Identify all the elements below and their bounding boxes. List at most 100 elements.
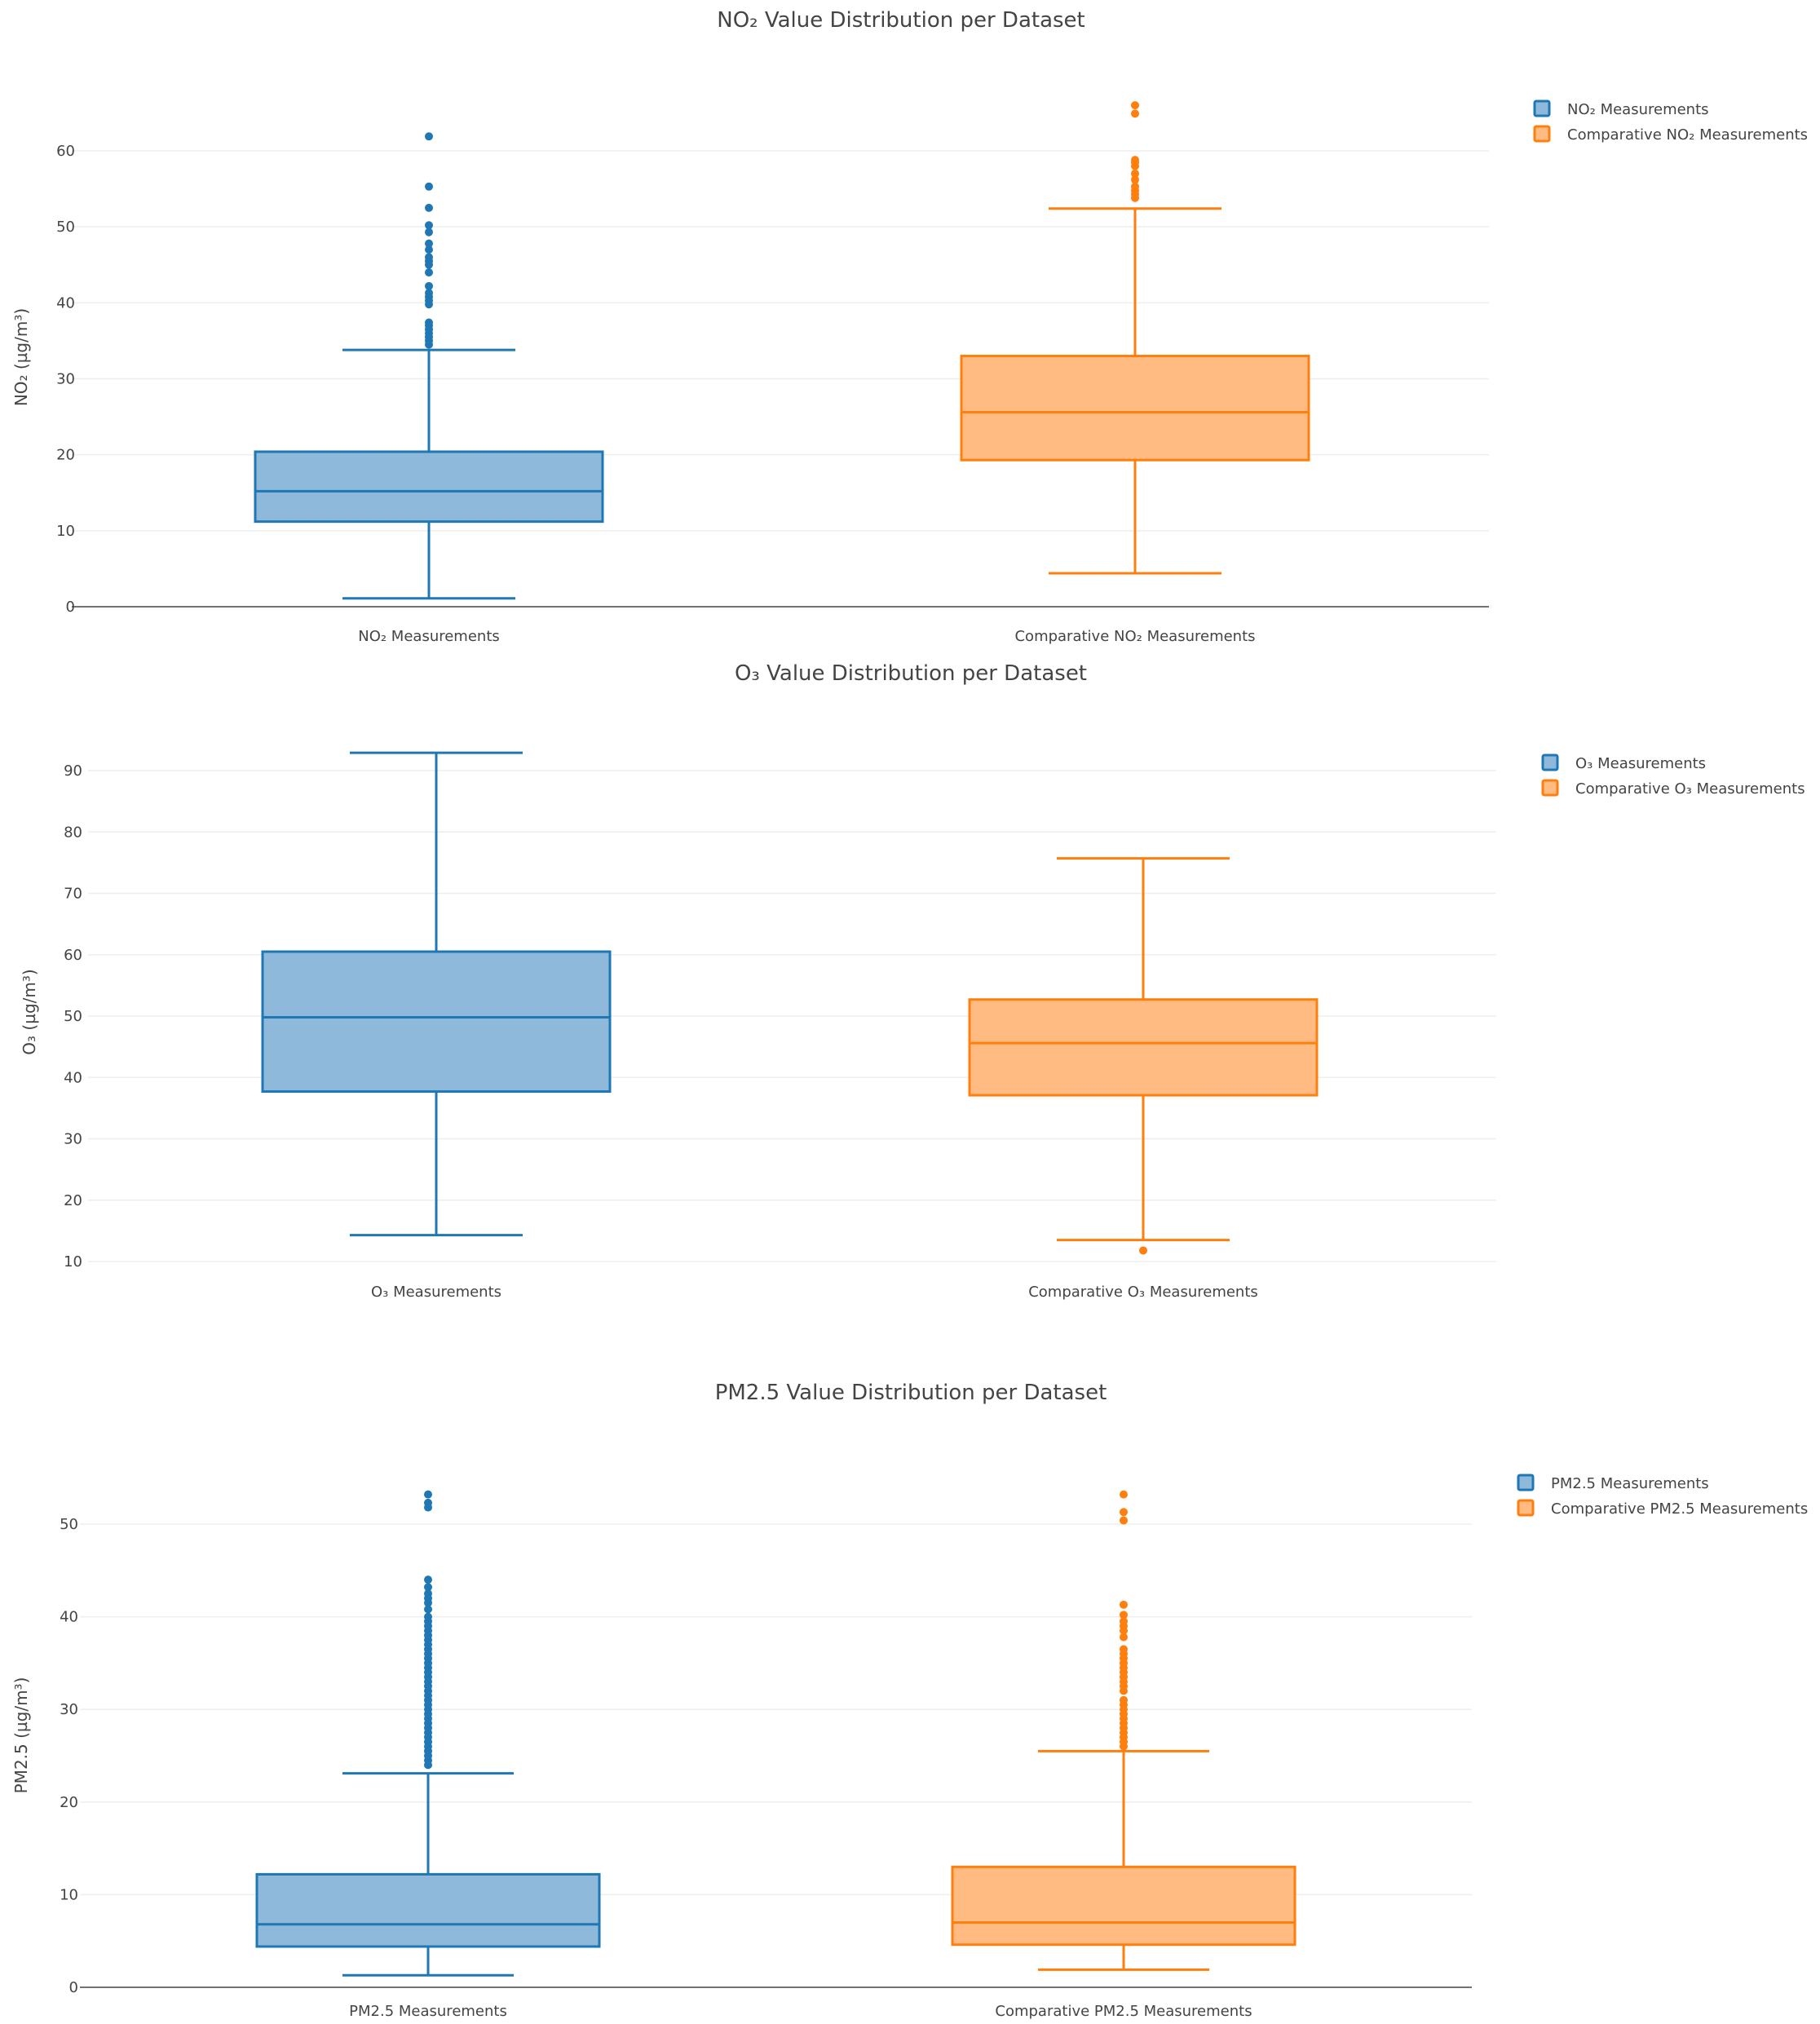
y-tick-label: 30 (64, 1131, 82, 1148)
y-axis-title: PM2.5 (µg/m³) (11, 1677, 31, 1794)
outlier-point (1120, 1600, 1128, 1609)
outlier-point (425, 228, 433, 236)
no2-chart-panel: 0 10 20 30 40 50 60 NO₂ Value Distribution per… (0, 0, 1820, 652)
legend-item[interactable]: Comparative PM2.5 Measurements (1517, 1499, 1808, 1518)
legend-item[interactable]: NO₂ Measurements (1533, 99, 1709, 118)
outlier-point (424, 1583, 432, 1592)
legend-swatch (1541, 779, 1559, 797)
outlier-point (1131, 156, 1139, 165)
legend-swatch (1517, 1499, 1535, 1517)
outlier-point (425, 281, 433, 290)
legend-label: Comparative NO₂ Measurements (1567, 126, 1808, 144)
x-category-label: NO₂ Measurements (358, 628, 500, 645)
y-tick-label: 30 (56, 371, 75, 388)
y-axis-title: O₃ (µg/m³) (20, 969, 39, 1054)
y-tick-label: 60 (64, 947, 82, 964)
iqr-box (960, 355, 1310, 462)
outlier-point (424, 1605, 432, 1614)
y-tick-label: 70 (64, 886, 82, 903)
y-tick-label: 10 (60, 1886, 78, 1903)
outlier-point (425, 318, 433, 327)
legend-swatch (1533, 125, 1551, 143)
legend-item[interactable]: PM2.5 Measurements (1517, 1474, 1709, 1492)
outlier-point (424, 1498, 432, 1507)
x-category-label: O₃ Measurements (371, 1284, 501, 1301)
y-tick-label: 40 (64, 1069, 82, 1086)
legend-swatch (1517, 1474, 1535, 1491)
y-tick-label: 20 (60, 1794, 78, 1811)
y-axis-title: NO₂ (µg/m³) (11, 308, 31, 406)
legend-item[interactable]: Comparative NO₂ Measurements (1533, 125, 1808, 144)
legend-label: NO₂ Measurements (1567, 101, 1709, 118)
outlier-point (1120, 1490, 1128, 1499)
chart-title: PM2.5 Value Distribution per Dataset (715, 1381, 1107, 1405)
legend-label: Comparative PM2.5 Measurements (1551, 1500, 1808, 1518)
outlier-point (1131, 109, 1139, 118)
x-category-label: Comparative O₃ Measurements (1028, 1284, 1258, 1301)
iqr-box (968, 998, 1319, 1097)
x-category-label: Comparative NO₂ Measurements (1014, 628, 1255, 645)
iqr-box (255, 1872, 601, 1948)
legend-swatch (1541, 753, 1559, 771)
outlier-point (1131, 101, 1139, 110)
y-tick-label: 10 (56, 523, 75, 540)
y-tick-label: 40 (56, 294, 75, 312)
outlier-point (1120, 1516, 1128, 1525)
outlier-point (1139, 1246, 1147, 1255)
chart-title: NO₂ Value Distribution per Dataset (717, 8, 1084, 33)
y-tick-label: 0 (66, 599, 75, 616)
y-tick-label: 20 (64, 1192, 82, 1209)
box-trace[interactable] (255, 1490, 601, 1977)
box-trace[interactable] (261, 751, 612, 1237)
box-trace[interactable] (960, 101, 1310, 575)
y-tick-label: 20 (56, 447, 75, 464)
chart-title: O₃ Value Distribution per Dataset (735, 661, 1087, 686)
iqr-box (261, 950, 612, 1094)
legend-item[interactable]: Comparative O₃ Measurements (1541, 779, 1805, 798)
y-tick-label: 60 (56, 143, 75, 160)
outlier-point (1131, 169, 1139, 178)
y-tick-label: 10 (64, 1253, 82, 1271)
outlier-point (425, 203, 433, 212)
legend-label: O₃ Measurements (1575, 755, 1706, 772)
no2-box-plot: 0 10 20 30 40 50 60 NO₂ Value Distribution per… (11, 8, 1808, 645)
y-tick-label: 50 (60, 1516, 78, 1533)
legend: O₃ Measurements Comparative O₃ Measureme… (1541, 753, 1805, 798)
y-tick-label: 80 (64, 824, 82, 841)
legend: NO₂ Measurements Comparative NO₂ Measure… (1533, 99, 1808, 144)
y-tick-label: 90 (64, 762, 82, 780)
outlier-point (424, 1612, 432, 1621)
y-tick-label: 30 (60, 1701, 78, 1718)
outlier-point (1120, 1617, 1128, 1626)
box-trace[interactable] (968, 857, 1319, 1255)
outlier-point (1120, 1645, 1128, 1654)
outlier-point (424, 1575, 432, 1584)
outlier-point (424, 1589, 432, 1598)
outlier-point (425, 132, 433, 141)
x-category-label: Comparative PM2.5 Measurements (995, 2003, 1252, 2020)
y-tick-label: 0 (69, 1979, 78, 1996)
y-tick-label: 50 (64, 1008, 82, 1025)
y-tick-label: 50 (56, 219, 75, 236)
x-category-label: PM2.5 Measurements (349, 2003, 507, 2020)
box-trace[interactable] (951, 1490, 1297, 1971)
outlier-point (1131, 175, 1139, 184)
legend-label: PM2.5 Measurements (1551, 1475, 1709, 1492)
y-tick-label: 40 (60, 1609, 78, 1626)
outlier-point (425, 253, 433, 262)
box-trace[interactable] (254, 132, 604, 600)
outlier-point (425, 239, 433, 248)
outlier-point (425, 245, 433, 254)
outlier-point (425, 268, 433, 277)
legend-label: Comparative O₃ Measurements (1575, 780, 1805, 798)
o3-box-plot: 10 20 30 40 50 60 70 80 90 O₃ Value Distribution… (20, 661, 1805, 1301)
legend-swatch (1533, 99, 1551, 117)
outlier-point (1120, 1695, 1128, 1704)
legend: PM2.5 Measurements Comparative PM2.5 Mea… (1517, 1474, 1808, 1518)
pm25-chart-panel: 0 10 20 30 40 50 PM2.5 Value Distribution per… (0, 1370, 1820, 2024)
outlier-point (425, 289, 433, 298)
outlier-point (1120, 1633, 1128, 1642)
outlier-point (1120, 1508, 1128, 1517)
outlier-point (1120, 1611, 1128, 1620)
legend-item[interactable]: O₃ Measurements (1541, 753, 1706, 772)
